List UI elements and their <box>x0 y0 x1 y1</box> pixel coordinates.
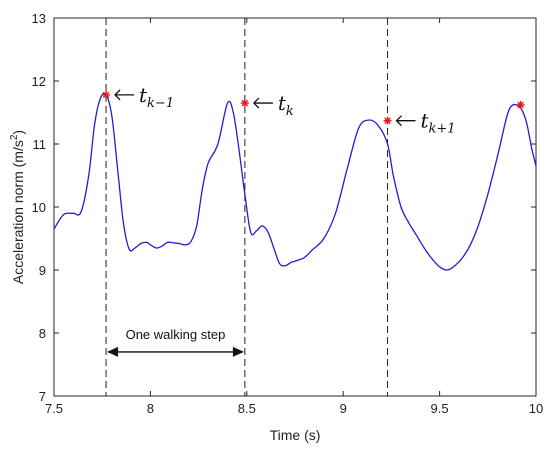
peak-arrow-head <box>395 115 403 127</box>
x-tick-label: 7.5 <box>45 401 63 416</box>
y-tick-label: 9 <box>39 263 46 278</box>
peak-label: t <box>421 109 430 133</box>
x-tick-label: 10 <box>529 401 543 416</box>
peak-label: t <box>139 83 148 107</box>
peak-star-stroke <box>241 99 249 107</box>
axes-group: 7.5 8 8.5 9 9.5 10 7 8 9 10 11 12 13 <box>32 11 544 416</box>
peak-label-sub: k <box>286 104 294 119</box>
peak-label: t <box>278 91 287 115</box>
y-axis-label-base: Acceleration norm (m/s <box>10 140 26 284</box>
x-axis-label: Time (s) <box>270 427 321 443</box>
y-tick-label: 12 <box>32 74 46 89</box>
y-tick-label: 8 <box>39 326 46 341</box>
step-annotation: One walking step <box>107 327 244 357</box>
x-tick-label: 9 <box>340 401 347 416</box>
step-annotation-label: One walking step <box>126 327 226 342</box>
peak-star-stroke <box>102 91 110 99</box>
y-tick-label: 7 <box>39 389 46 404</box>
peak-marker <box>516 100 525 109</box>
step-boundary-lines <box>105 18 389 396</box>
x-tick-label: 8 <box>147 401 154 416</box>
y-tick-label: 13 <box>32 11 46 26</box>
y-tick-label: 10 <box>32 200 46 215</box>
peak-marker <box>383 116 392 125</box>
y-tick-label: 11 <box>33 137 47 152</box>
x-tick-label: 8.5 <box>238 401 256 416</box>
peak-label-sub: k−1 <box>147 96 174 111</box>
peaks-group: t k−1 t k t k+1 <box>102 83 525 137</box>
y-axis-label: Acceleration norm (m/s2) <box>9 130 26 284</box>
acceleration-line <box>53 92 537 271</box>
peak-star-stroke <box>517 101 524 109</box>
series-group <box>53 92 537 271</box>
peak-arrow-head <box>114 89 121 101</box>
peak-marker <box>102 90 111 99</box>
peak-arrow-head <box>252 97 260 109</box>
y-axis-label-close: ) <box>10 130 26 135</box>
peak-marker <box>240 99 249 108</box>
peak-label-sub: k+1 <box>429 122 456 137</box>
peak-star-stroke <box>384 117 391 124</box>
x-tick-label: 9.5 <box>431 401 449 416</box>
y-axis-label-sup: 2 <box>9 134 20 140</box>
step-arrow-head-right <box>232 346 244 357</box>
step-arrow-head-left <box>107 346 119 357</box>
